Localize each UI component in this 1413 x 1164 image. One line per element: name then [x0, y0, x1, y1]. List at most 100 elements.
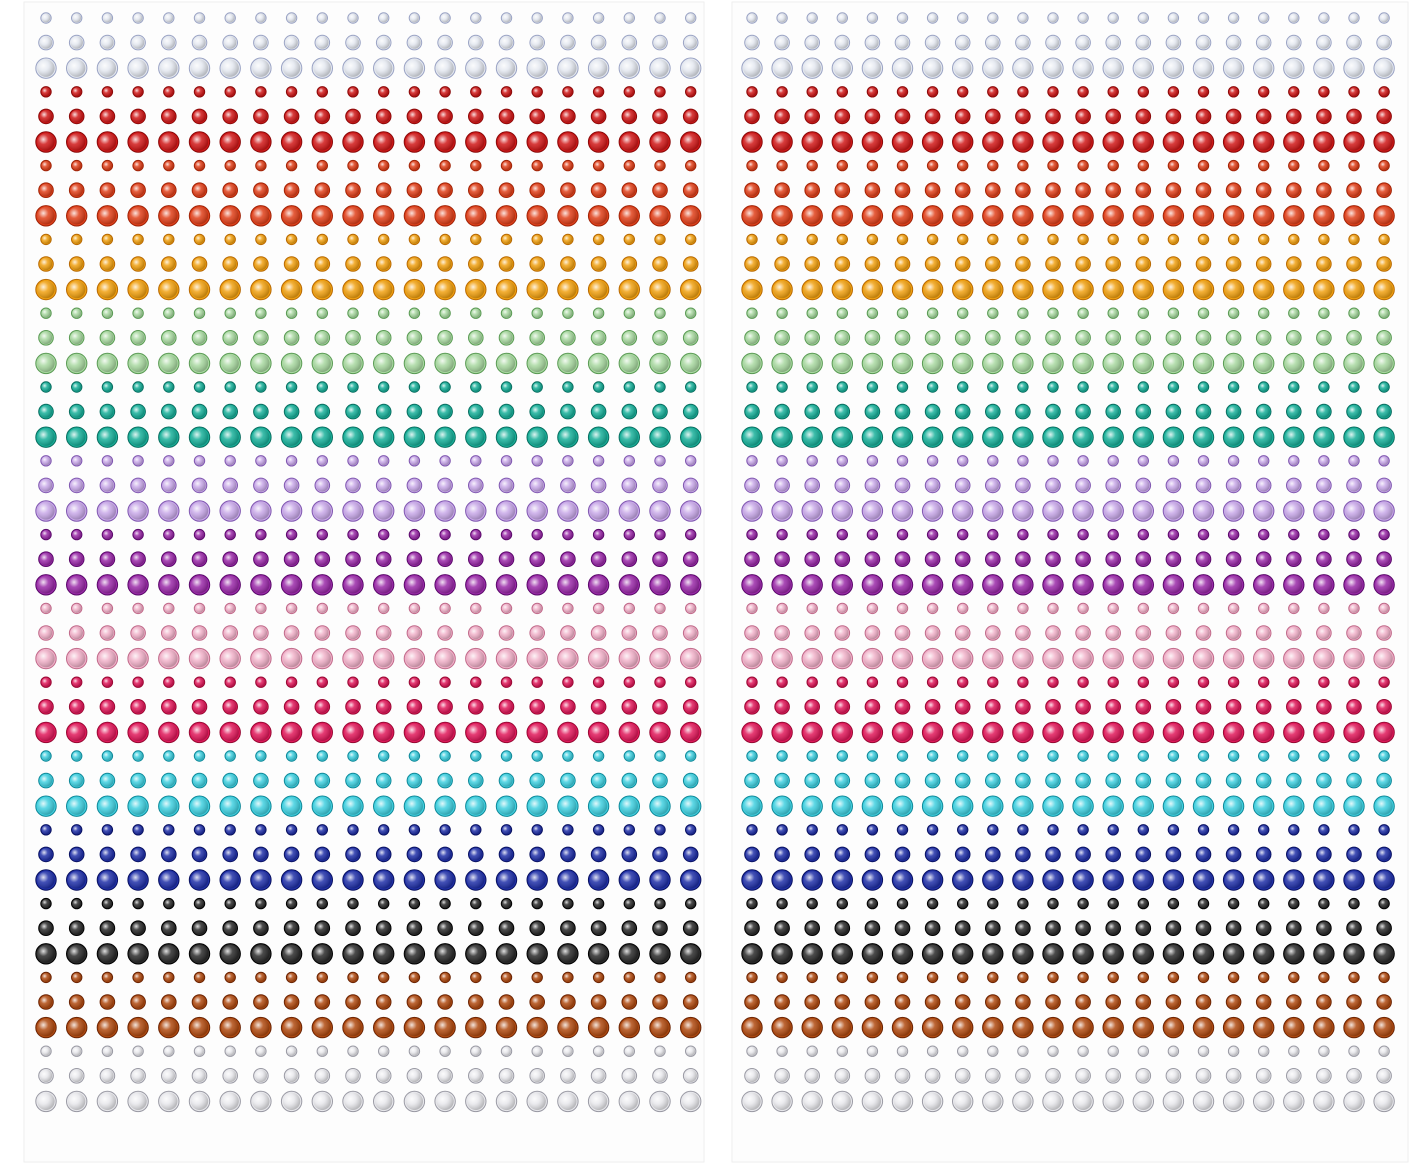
gem-shine: [37, 1092, 55, 1111]
gem-shine: [954, 428, 972, 446]
gem-shine: [686, 13, 696, 23]
gem-shine: [745, 626, 759, 640]
gem-shine: [743, 354, 761, 373]
gem-shine: [1106, 36, 1120, 49]
gem-shine: [594, 825, 604, 835]
gem-shine: [923, 576, 942, 594]
gem-shine: [469, 848, 483, 861]
gem-shine: [1289, 87, 1299, 97]
gem-shine: [316, 995, 329, 1009]
gem-shine: [1048, 382, 1058, 392]
gem-shine: [190, 207, 209, 225]
gem-shine: [594, 1046, 604, 1056]
gem-shine: [866, 995, 879, 1009]
gem-shine: [497, 871, 516, 889]
gem-shine: [1227, 552, 1240, 566]
gem-shine: [1259, 825, 1269, 835]
gem-shine: [1257, 110, 1270, 123]
gem-shine: [559, 280, 577, 299]
gem-shine: [803, 871, 821, 889]
gem-shine: [193, 183, 206, 197]
gem-shine: [896, 921, 909, 935]
gem-shine: [409, 530, 419, 540]
gem-shine: [775, 36, 789, 49]
gem-shine: [1167, 257, 1180, 271]
gem-shine: [563, 13, 573, 23]
gem-shine: [1194, 649, 1213, 668]
gem-shine: [528, 59, 546, 77]
gem-shine: [984, 871, 1002, 889]
gem-shine: [162, 626, 176, 640]
gem-shine: [958, 13, 968, 23]
gem-shine: [988, 677, 998, 687]
gem-shine: [1194, 428, 1213, 446]
gem-shine: [1018, 382, 1028, 392]
gem-shine: [348, 677, 358, 687]
gem-shine: [898, 899, 907, 909]
gem-shine: [469, 405, 483, 418]
gem-shine: [1229, 825, 1239, 835]
gem-shine: [530, 36, 544, 49]
gem-shine: [775, 405, 789, 418]
gem-shine: [923, 354, 942, 373]
gem-shine: [160, 797, 178, 815]
gem-shine: [131, 626, 145, 640]
gem-shine: [1319, 972, 1329, 982]
gem-shine: [1164, 797, 1183, 815]
gem-shine: [1349, 972, 1359, 982]
gem-shine: [928, 972, 938, 982]
gem-shine: [532, 530, 542, 540]
gem-shine: [164, 382, 174, 392]
gem-shine: [589, 133, 608, 151]
gem-shine: [807, 382, 817, 392]
gem-shine: [747, 234, 757, 244]
gem-shine: [190, 280, 209, 299]
gem-shine: [162, 774, 176, 787]
gem-shine: [193, 36, 206, 49]
gem-shine: [316, 626, 329, 640]
gem-shine: [131, 110, 145, 123]
gem-shine: [559, 871, 577, 889]
gem-shine: [375, 354, 393, 373]
gem-shine: [532, 382, 542, 392]
gem-shine: [624, 1046, 634, 1056]
gem-shine: [70, 1069, 83, 1083]
gem-shine: [101, 257, 114, 271]
gem-shine: [195, 87, 204, 97]
gem-shine: [777, 161, 787, 171]
gem-shine: [195, 234, 204, 244]
gem-shine: [471, 825, 481, 835]
gem-shine: [805, 995, 819, 1009]
gem-shine: [1317, 331, 1331, 345]
gem-shine: [1168, 161, 1178, 171]
gem-shine: [1138, 456, 1148, 466]
gem-shine: [743, 133, 761, 151]
gem-shine: [1347, 1069, 1361, 1083]
gem-shine: [624, 382, 634, 392]
gem-shine: [1014, 945, 1032, 963]
gem-shine: [256, 751, 266, 761]
gem-shine: [101, 995, 114, 1009]
gem-shine: [1287, 552, 1301, 566]
gem-shine: [39, 331, 53, 345]
gem-shine: [1138, 1046, 1148, 1056]
gem-shine: [160, 133, 178, 151]
gem-shine: [1224, 207, 1243, 225]
gem-shine: [37, 502, 55, 520]
gem-shine: [594, 530, 604, 540]
gem-shine: [620, 576, 638, 594]
gem-shine: [223, 774, 237, 787]
gem-shine: [1345, 871, 1363, 889]
gem-shine: [1255, 945, 1273, 963]
gem-shine: [559, 59, 577, 77]
gem-shine: [282, 207, 301, 225]
gem-shine: [285, 183, 298, 197]
gem-shine: [375, 723, 393, 742]
gem-shine: [743, 649, 761, 668]
gem-shine: [131, 700, 145, 714]
gem-shine: [1199, 899, 1208, 909]
gem-shine: [1044, 649, 1062, 668]
gem-shine: [375, 207, 393, 225]
gem-shine: [37, 723, 55, 742]
gem-shine: [1016, 774, 1030, 787]
